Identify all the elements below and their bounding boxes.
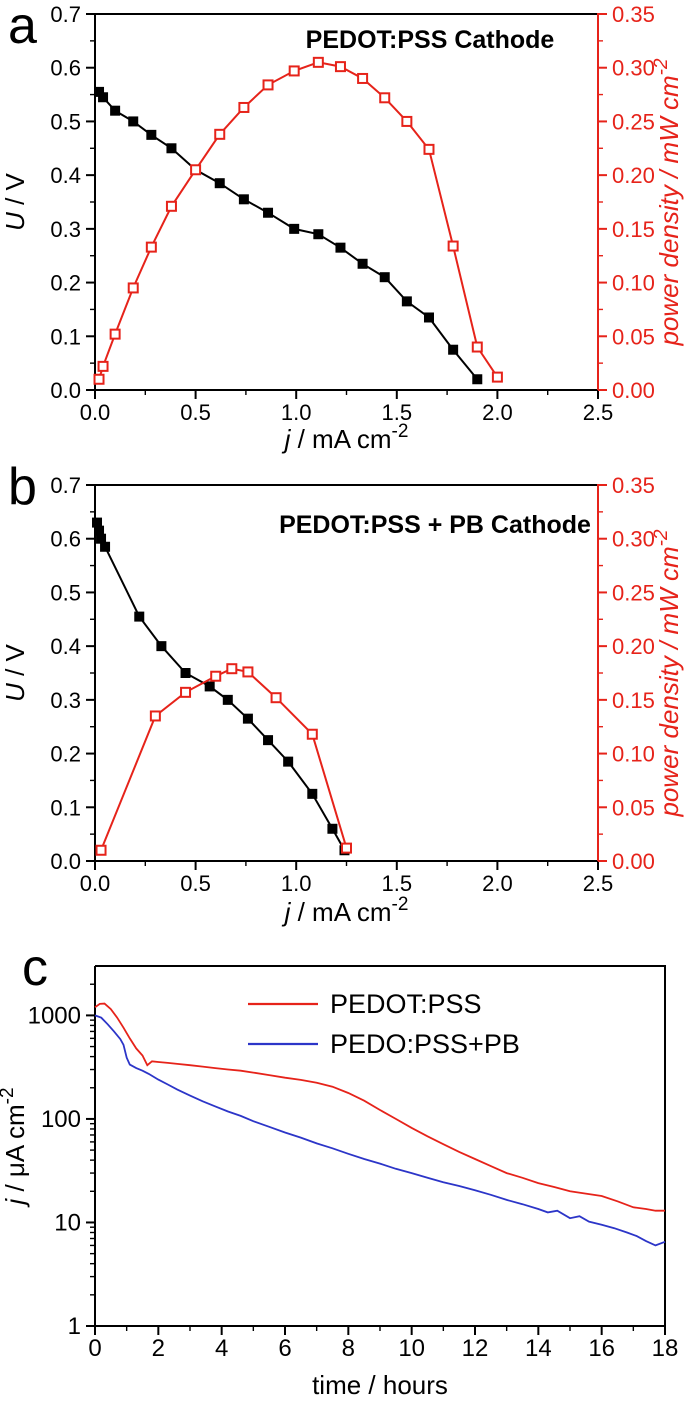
svg-text:1.5: 1.5 <box>382 871 413 896</box>
svg-text:1: 1 <box>68 1313 81 1340</box>
svg-text:time / hours: time / hours <box>312 1370 448 1400</box>
svg-text:0.00: 0.00 <box>612 849 655 874</box>
svg-text:0.35: 0.35 <box>612 2 655 27</box>
svg-text:1.0: 1.0 <box>281 400 312 425</box>
panel-a: 0.0 0.5 1.0 1.5 2.0 2.5 0.0 0.1 0.2 0.3 0.4 0.5 0.6 0… <box>0 0 693 455</box>
svg-text:PEDO:PSS+PB: PEDO:PSS+PB <box>330 1029 520 1059</box>
svg-text:U / V: U / V <box>0 643 30 701</box>
svg-text:0.0: 0.0 <box>50 378 81 403</box>
svg-text:16: 16 <box>588 1335 615 1362</box>
svg-text:0.30: 0.30 <box>612 527 655 552</box>
svg-text:0.3: 0.3 <box>50 217 81 242</box>
svg-text:0.1: 0.1 <box>50 795 81 820</box>
polarization-power-chart-pedotpss-pb: 0.0 0.5 1.0 1.5 2.0 2.5 0.0 0.1 0.2 0.3 0.4 0.5 0.6 0… <box>0 473 684 927</box>
svg-text:0.30: 0.30 <box>612 56 655 81</box>
svg-text:U / V: U / V <box>0 172 30 230</box>
svg-text:12: 12 <box>462 1335 489 1362</box>
svg-text:0.05: 0.05 <box>612 795 655 820</box>
svg-text:PEDOT:PSS + PB Cathode: PEDOT:PSS + PB Cathode <box>279 511 591 539</box>
panel-b-letter: b <box>8 458 37 516</box>
svg-text:10: 10 <box>54 1209 81 1236</box>
svg-text:power density / mW cm-2: power density / mW cm-2 <box>651 58 684 346</box>
svg-text:14: 14 <box>525 1335 552 1362</box>
svg-text:0.3: 0.3 <box>50 688 81 713</box>
svg-text:0.4: 0.4 <box>50 634 81 659</box>
svg-text:0.20: 0.20 <box>612 163 655 188</box>
svg-text:PEDOT:PSS: PEDOT:PSS <box>330 989 482 1019</box>
svg-text:4: 4 <box>215 1335 228 1362</box>
svg-text:j / mA cm-2: j / mA cm-2 <box>282 894 409 927</box>
svg-text:0.5: 0.5 <box>50 109 81 134</box>
svg-text:0.7: 0.7 <box>50 473 81 498</box>
svg-text:1000: 1000 <box>28 1002 81 1029</box>
svg-text:0.10: 0.10 <box>612 271 655 296</box>
svg-text:0.25: 0.25 <box>612 580 655 605</box>
panel-b: 0.0 0.5 1.0 1.5 2.0 2.5 0.0 0.1 0.2 0.3 0.4 0.5 0.6 0… <box>0 455 693 932</box>
svg-text:18: 18 <box>652 1335 679 1362</box>
current-density-vs-time-chart: 0 2 4 6 8 10 12 14 16 18 1 10 100 1000 time / hours j /… <box>0 965 679 1400</box>
svg-text:power density / mW cm-2: power density / mW cm-2 <box>651 529 684 817</box>
svg-text:0.35: 0.35 <box>612 473 655 498</box>
svg-text:0.0: 0.0 <box>80 400 111 425</box>
svg-text:0.00: 0.00 <box>612 378 655 403</box>
svg-text:0.0: 0.0 <box>80 871 111 896</box>
svg-text:0.0: 0.0 <box>50 849 81 874</box>
svg-text:0.2: 0.2 <box>50 742 81 767</box>
svg-text:2: 2 <box>152 1335 165 1362</box>
svg-text:0.7: 0.7 <box>50 2 81 27</box>
svg-text:2.5: 2.5 <box>583 400 614 425</box>
panel-c-letter: c <box>22 939 48 997</box>
svg-text:0.5: 0.5 <box>180 400 211 425</box>
svg-text:2.5: 2.5 <box>583 871 614 896</box>
svg-text:100: 100 <box>41 1106 81 1133</box>
svg-text:0.2: 0.2 <box>50 271 81 296</box>
svg-text:1.0: 1.0 <box>281 871 312 896</box>
svg-text:PEDOT:PSS Cathode: PEDOT:PSS Cathode <box>306 26 555 54</box>
svg-text:0.10: 0.10 <box>612 742 655 767</box>
svg-text:8: 8 <box>342 1335 355 1362</box>
svg-text:0.20: 0.20 <box>612 634 655 659</box>
svg-text:10: 10 <box>398 1335 425 1362</box>
svg-text:0.6: 0.6 <box>50 527 81 552</box>
panel-c: 0 2 4 6 8 10 12 14 16 18 1 10 100 1000 time / hours j /… <box>0 932 693 1426</box>
panel-a-letter: a <box>8 0 37 55</box>
svg-text:j / mA cm-2: j / mA cm-2 <box>282 421 409 454</box>
svg-text:2.0: 2.0 <box>482 400 513 425</box>
svg-text:0.05: 0.05 <box>612 324 655 349</box>
svg-text:2.0: 2.0 <box>482 871 513 896</box>
svg-text:0.1: 0.1 <box>50 324 81 349</box>
svg-text:0.25: 0.25 <box>612 109 655 134</box>
svg-text:0: 0 <box>88 1335 101 1362</box>
svg-text:0.5: 0.5 <box>180 871 211 896</box>
svg-text:0.5: 0.5 <box>50 580 81 605</box>
svg-text:j / μA cm-2: j / μA cm-2 <box>0 1087 30 1207</box>
svg-text:1.5: 1.5 <box>382 400 413 425</box>
polarization-power-chart-pedotpss: 0.0 0.5 1.0 1.5 2.0 2.5 0.0 0.1 0.2 0.3 0.4 0.5 0.6 0… <box>0 2 684 454</box>
svg-text:0.4: 0.4 <box>50 163 81 188</box>
svg-text:6: 6 <box>278 1335 291 1362</box>
svg-text:0.6: 0.6 <box>50 56 81 81</box>
svg-text:0.15: 0.15 <box>612 217 655 242</box>
svg-text:0.15: 0.15 <box>612 688 655 713</box>
